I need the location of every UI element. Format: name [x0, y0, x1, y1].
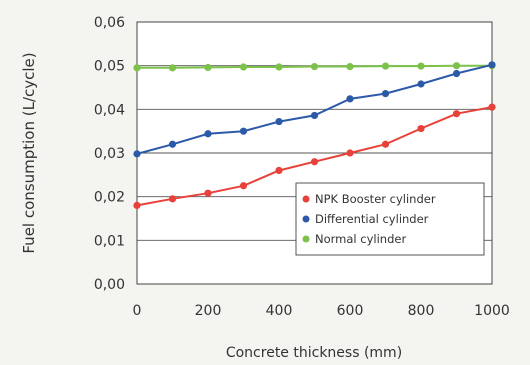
legend-marker-normal — [302, 235, 310, 243]
data-point-npk-booster-cylinder — [310, 158, 319, 166]
data-point-npk-booster-cylinder — [168, 195, 177, 203]
data-point-differential-cylinder — [310, 111, 319, 120]
data-point-differential-cylinder — [168, 140, 177, 148]
legend-box — [295, 182, 485, 256]
y-tick-label: 0,04 — [94, 102, 125, 118]
x-tick-label: 1000 — [474, 303, 510, 319]
data-point-normal-cylinder — [452, 62, 461, 70]
y-tick-labels: 0,00 0,01 0,02 0,03 0,04 0,05 0,06 — [94, 15, 125, 293]
data-point-npk-booster-cylinder — [452, 110, 461, 118]
legend-label-npk-booster: NPK Booster cylinder — [315, 192, 436, 206]
data-point-npk-booster-cylinder — [204, 189, 212, 197]
x-axis-label: Concrete thickness (mm) — [226, 345, 402, 361]
data-point-npk-booster-cylinder — [346, 149, 354, 157]
data-point-normal-cylinder — [275, 63, 283, 71]
data-point-normal-cylinder — [417, 62, 425, 70]
data-point-normal-cylinder — [239, 63, 248, 71]
data-series — [133, 61, 496, 209]
data-point-differential-cylinder — [488, 61, 496, 69]
data-point-differential-cylinder — [204, 130, 212, 138]
x-tick-label: 200 — [195, 303, 222, 319]
data-point-normal-cylinder — [133, 64, 141, 72]
data-point-differential-cylinder — [275, 117, 283, 126]
data-point-normal-cylinder — [381, 62, 390, 70]
data-point-differential-cylinder — [239, 127, 248, 135]
y-tick-label: 0,05 — [94, 59, 125, 75]
data-point-normal-cylinder — [346, 62, 354, 71]
legend-label-differential: Differential cylinder — [315, 212, 429, 226]
data-point-differential-cylinder — [381, 90, 390, 98]
y-tick-label: 0,03 — [94, 146, 125, 162]
data-point-normal-cylinder — [204, 63, 212, 72]
y-tick-label: 0,00 — [94, 277, 125, 293]
x-tick-label: 600 — [337, 303, 364, 319]
legend: NPK Booster cylinder Differential cylind… — [295, 182, 485, 256]
legend-marker-differential — [302, 215, 310, 223]
data-point-normal-cylinder — [310, 62, 319, 71]
x-tick-label: 400 — [266, 303, 293, 319]
y-axis-label: Fuel consumption (L/cycle) — [20, 52, 38, 253]
data-point-npk-booster-cylinder — [239, 182, 248, 190]
legend-marker-npk-booster — [302, 195, 310, 203]
y-tick-label: 0,02 — [94, 190, 125, 206]
data-point-differential-cylinder — [452, 69, 461, 78]
data-point-npk-booster-cylinder — [381, 140, 390, 148]
data-point-npk-booster-cylinder — [488, 103, 496, 111]
data-point-differential-cylinder — [417, 80, 425, 88]
data-point-npk-booster-cylinder — [133, 201, 141, 209]
x-tick-label: 0 — [133, 303, 142, 319]
x-tick-label: 800 — [408, 303, 435, 319]
x-tick-labels: 0 200 400 600 800 1000 — [133, 303, 510, 319]
data-point-npk-booster-cylinder — [417, 124, 425, 133]
y-tick-label: 0,01 — [94, 233, 125, 249]
data-point-differential-cylinder — [346, 95, 354, 103]
legend-label-normal: Normal cylinder — [315, 232, 406, 246]
data-point-differential-cylinder — [133, 150, 141, 158]
y-tick-label: 0,06 — [94, 15, 125, 31]
data-point-normal-cylinder — [168, 64, 177, 72]
data-point-npk-booster-cylinder — [275, 166, 283, 175]
